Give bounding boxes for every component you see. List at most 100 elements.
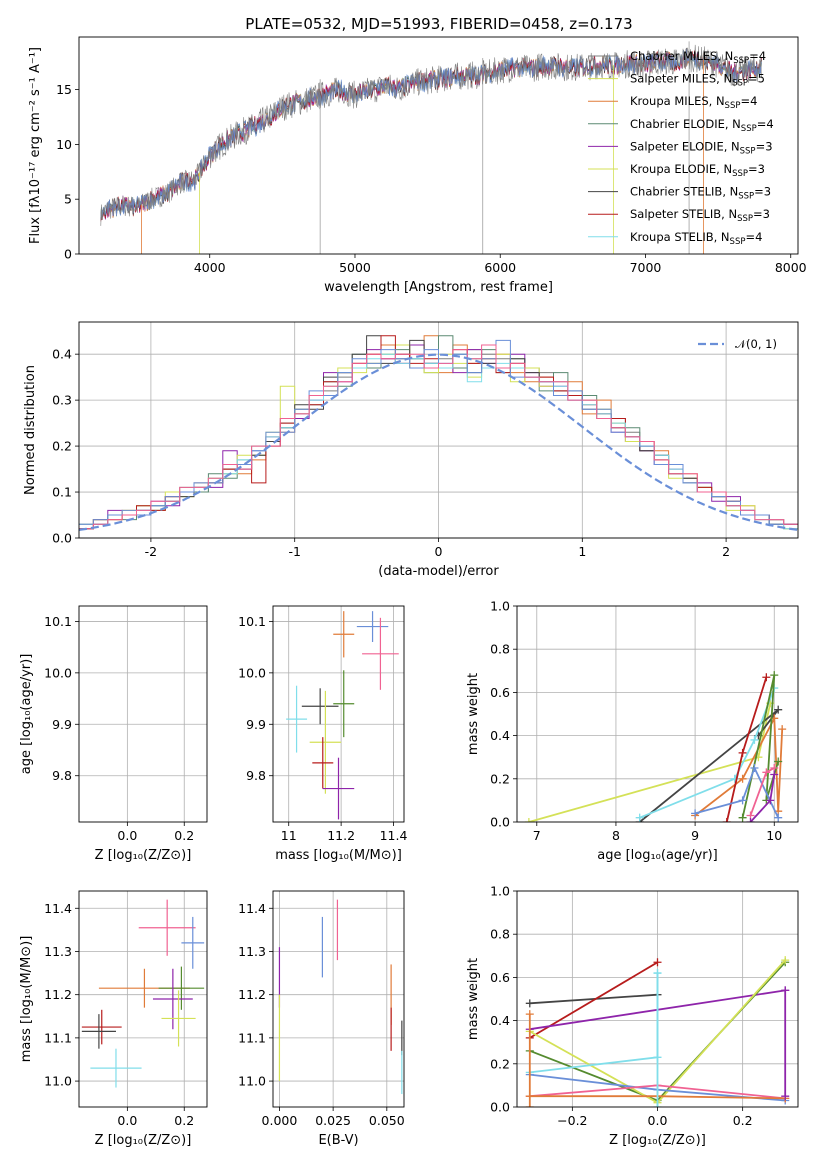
x-tick-label: 11 <box>281 828 297 843</box>
weight-marker <box>770 671 779 680</box>
legend-subscript: SSP <box>733 56 749 66</box>
weight-marker <box>691 809 700 818</box>
weight-marker <box>762 768 771 777</box>
legend-text: Salpeter STELIB, N <box>630 207 737 221</box>
legend-suffix: =4 <box>740 94 757 108</box>
y-tick-label: 11.3 <box>238 944 266 959</box>
y-tick-label: 0.3 <box>52 393 72 408</box>
y-axis-label: Normed distribution <box>23 365 38 495</box>
weight-marker <box>525 1103 534 1107</box>
y-tick-label: 10.0 <box>44 665 72 680</box>
weight-marker <box>525 999 534 1008</box>
y-axis-label: mass [log₁₀(M/M⊙)] <box>19 936 34 1063</box>
y-tick-label: 1.0 <box>490 884 510 899</box>
x-axis-label: age [log₁₀(age/yr)] <box>597 848 718 863</box>
legend-text: Kroupa STELIB, N <box>630 230 730 244</box>
legend-subscript: SSP <box>730 237 746 247</box>
y-tick-label: 11.2 <box>44 987 72 1002</box>
y-tick-label: 11.1 <box>238 1030 266 1045</box>
legend-label: Salpeter STELIB, NSSP=3 <box>630 207 770 224</box>
weight-marker <box>653 958 662 967</box>
y-tick-label: 11.4 <box>238 901 266 916</box>
x-axis-label: (data-model)/error <box>378 564 499 579</box>
x-tick-label: 0.2 <box>174 1113 194 1128</box>
axes-frame <box>78 36 799 255</box>
legend-text: Salpeter MILES, N <box>630 72 732 86</box>
x-axis-label: Z [log₁₀(Z/Z⊙)] <box>609 1133 706 1148</box>
legend-subscript: SSP <box>741 124 757 134</box>
weight-series-line <box>639 687 776 819</box>
y-tick-label: 9.8 <box>52 768 72 783</box>
legend-text: Chabrier STELIB, N <box>630 185 738 199</box>
x-tick-label: 11.4 <box>380 828 408 843</box>
y-tick-label: 0.4 <box>490 728 510 743</box>
legend-label: Chabrier STELIB, NSSP=3 <box>630 185 771 202</box>
y-tick-label: 11.2 <box>238 987 266 1002</box>
legend-text: Kroupa ELODIE, N <box>630 162 732 176</box>
weight-marker <box>778 725 787 734</box>
weight-marker <box>750 735 759 744</box>
y-tick-label: 0.2 <box>52 439 72 454</box>
y-tick-label: 0.2 <box>490 1056 510 1071</box>
weight-marker <box>524 818 533 822</box>
x-tick-label: 8 <box>612 828 620 843</box>
x-tick-label: 0.2 <box>174 828 194 843</box>
weight-series-line <box>741 674 780 818</box>
weight-series-line <box>529 993 658 1005</box>
weight-series-line <box>528 703 772 822</box>
y-tick-label: 11.1 <box>44 1030 72 1045</box>
x-tick-label: 11.2 <box>327 828 355 843</box>
weight-marker <box>774 757 783 766</box>
legend-suffix: =3 <box>754 185 771 199</box>
weight-marker <box>781 956 790 965</box>
legend-subscript: SSP <box>725 101 741 111</box>
weight-marker <box>762 673 771 682</box>
weight-marker <box>746 818 755 822</box>
legend-suffix: =5 <box>748 72 765 86</box>
y-tick-label: 1.0 <box>490 599 510 614</box>
mass-weight-vs-age-panel: 7 8 9 10 0.0 0.2 0.4 0.6 0.8 1.0 age [log₁₀(age/yr… <box>466 599 799 863</box>
age-vs-mass-panel: 11 11.2 11.4 9.8 9.9 10.0 10.1 mass [log₁₀(M/M⊙… <box>238 605 408 863</box>
weight-series-line <box>694 765 780 819</box>
axes-frame <box>78 890 208 1108</box>
mass-weight-vs-metallicity-panel: −0.2 0.0 0.2 0.0 0.2 0.4 0.6 0.8 1.0 Z [log₁₀(Z/Z… <box>466 884 799 1148</box>
mass-vs-metallicity-panel: 0.0 0.2 11.0 11.1 11.2 11.3 11.4 Z [log₁₀(Z/Z⊙)… <box>19 890 208 1148</box>
legend-text: Chabrier ELODIE, N <box>630 117 741 131</box>
y-tick-label: 5 <box>64 192 72 207</box>
legend-subscript: SSP <box>732 79 748 89</box>
legend-subscript: SSP <box>737 214 753 224</box>
x-axis-label: mass [log₁₀(M/M⊙)] <box>275 848 402 863</box>
weight-marker <box>781 986 790 995</box>
axes-frame <box>516 890 799 1108</box>
x-tick-label: 1 <box>578 544 586 559</box>
weight-marker <box>635 813 644 822</box>
x-tick-label: 4000 <box>194 260 226 275</box>
x-tick-label: -1 <box>288 544 300 559</box>
y-axis-label: age [log₁₀(age/yr)] <box>19 654 34 775</box>
error-bars <box>286 611 399 820</box>
y-tick-label: 11.0 <box>238 1074 266 1089</box>
weight-marker <box>738 774 747 783</box>
weight-marker <box>774 813 783 822</box>
y-tick-label: 9.8 <box>246 768 266 783</box>
x-tick-label: 0 <box>435 544 443 559</box>
x-tick-label: 6000 <box>484 260 516 275</box>
weight-marker <box>525 1010 534 1019</box>
legend-suffix: =3 <box>753 207 770 221</box>
x-axis-label: wavelength [Angstrom, rest frame] <box>324 280 553 295</box>
weight-marker <box>738 813 747 822</box>
legend-text: Chabrier MILES, N <box>630 49 733 63</box>
x-tick-label: 7000 <box>630 260 662 275</box>
legend-subscript: SSP <box>740 146 756 156</box>
y-tick-label: 10.0 <box>238 665 266 680</box>
y-tick-label: 11.3 <box>44 944 72 959</box>
y-tick-label: 0.0 <box>490 1100 510 1115</box>
histogram-series <box>79 339 798 525</box>
legend-subscript: SSP <box>732 169 748 179</box>
x-tick-label: −0.2 <box>557 1113 587 1128</box>
weight-marker <box>766 796 775 805</box>
mass-vs-extinction-panel: 0.000 0.025 0.050 11.0 11.1 11.2 11.3 11.4 E(B-V… <box>238 890 405 1148</box>
axes-frame <box>78 605 208 823</box>
y-tick-label: 0.4 <box>52 347 72 362</box>
